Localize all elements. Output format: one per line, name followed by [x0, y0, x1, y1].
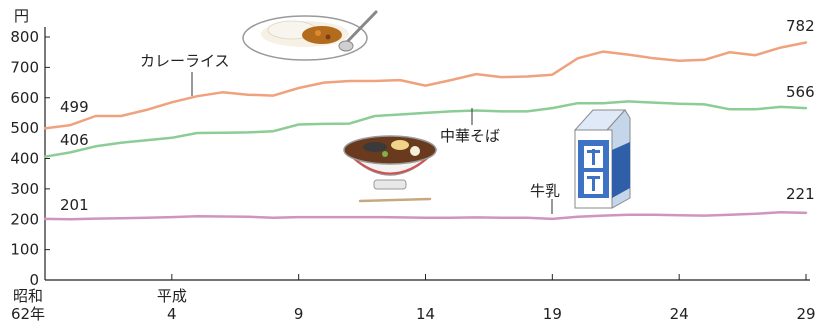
- first-value-label: 406: [60, 131, 89, 149]
- curry-rice-plate-icon: [242, 10, 378, 61]
- y-tick-label: 100: [10, 241, 39, 259]
- x-tick-label: 62年: [11, 305, 45, 323]
- x-tick-label: 9: [294, 305, 304, 323]
- x-tick-label: 4: [167, 305, 177, 323]
- illustrations: [242, 10, 631, 209]
- series-line-2: [43, 211, 808, 221]
- y-tick-label: 0: [29, 271, 39, 289]
- y-tick-label: 700: [10, 58, 39, 76]
- y-tick-label: 300: [10, 180, 39, 198]
- series-name-label: 中華そば: [440, 127, 500, 145]
- series-name-label: 牛乳: [530, 182, 560, 200]
- x-tick-label: 24: [670, 305, 689, 323]
- series-name-label: カレーライス: [140, 52, 230, 70]
- y-tick-label: 600: [10, 89, 39, 107]
- ramen-bowl-icon: [343, 135, 438, 203]
- y-tick-label: 200: [10, 210, 39, 228]
- y-tick-label: 800: [10, 28, 39, 46]
- x-tick-label: 14: [416, 305, 435, 323]
- first-value-label: 201: [60, 196, 89, 214]
- y-axis-unit-label: 円: [14, 7, 29, 25]
- y-tick-label: 500: [10, 119, 39, 137]
- series-layer: [43, 41, 808, 221]
- x-tick-label-era: 昭和: [13, 287, 43, 305]
- x-tick-label: 29: [796, 305, 815, 323]
- last-value-label: 221: [786, 185, 815, 203]
- y-tick-label: 400: [10, 150, 39, 168]
- milk-carton-icon: [573, 109, 631, 209]
- labels-layer: カレーライス 499 782 中華そば 406 566 牛乳 201 221: [60, 17, 815, 214]
- x-tick-label-era: 平成: [157, 287, 187, 305]
- x-tick-label: 19: [543, 305, 562, 323]
- series-line-0: [43, 41, 808, 130]
- first-value-label: 499: [60, 98, 89, 116]
- last-value-label: 566: [786, 83, 815, 101]
- last-value-label: 782: [786, 17, 815, 35]
- series-line-1: [43, 100, 808, 158]
